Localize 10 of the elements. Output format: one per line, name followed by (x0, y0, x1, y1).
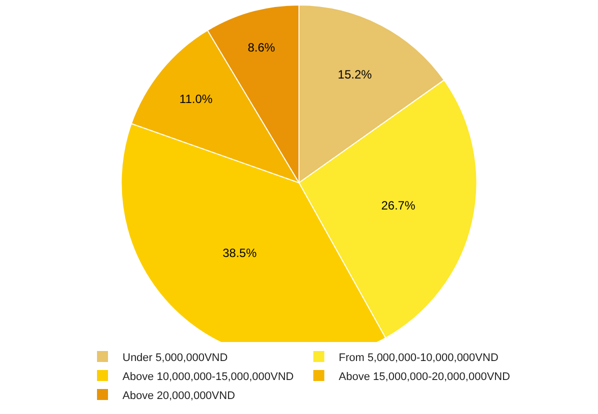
data-label: 38.5% (222, 246, 257, 260)
data-label: 26.7% (381, 198, 416, 212)
data-label: 8.6% (248, 40, 276, 55)
legend-label: Under 5,000,000VND (122, 352, 228, 364)
legend-label: Above 20,000,000VND (122, 390, 236, 402)
data-label: 11.0% (179, 92, 213, 106)
legend-label: Above 10,000,000-15,000,000VND (122, 370, 294, 383)
data-label: 15.2% (338, 68, 372, 82)
legend-label: Above 15,000,000-20,000,000VND (338, 370, 510, 383)
legend-label: From 5,000,000-10,000,000VND (338, 352, 498, 364)
